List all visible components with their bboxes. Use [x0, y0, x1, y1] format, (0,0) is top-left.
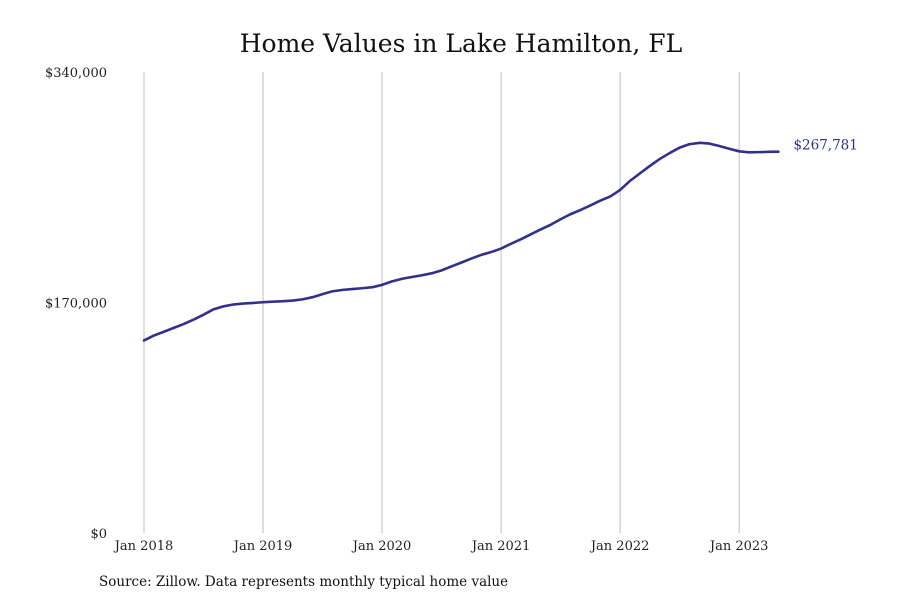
end-value-label: $267,781: [793, 138, 857, 154]
grid-lines: [143, 72, 740, 533]
y-axis-ticks: $0 $170,000 $340,000: [45, 66, 107, 542]
series-line-home-value: [142, 141, 780, 342]
x-tick-label: Jan 2019: [232, 539, 293, 554]
x-tick-label: Jan 2020: [351, 539, 412, 554]
chart-title: Home Values in Lake Hamilton, FL: [240, 29, 683, 58]
y-tick-label: $0: [90, 527, 107, 542]
x-tick-label: Jan 2021: [470, 539, 531, 554]
x-tick-label: Jan 2018: [113, 539, 174, 554]
x-tick-label: Jan 2023: [708, 539, 769, 554]
y-tick-label: $340,000: [45, 66, 107, 81]
x-axis-ticks: Jan 2018 Jan 2019 Jan 2020 Jan 2021 Jan 2022…: [113, 539, 769, 554]
y-tick-label: $170,000: [45, 297, 107, 312]
x-tick-label: Jan 2022: [589, 539, 650, 554]
source-note: Source: Zillow. Data represents monthly …: [99, 574, 508, 590]
